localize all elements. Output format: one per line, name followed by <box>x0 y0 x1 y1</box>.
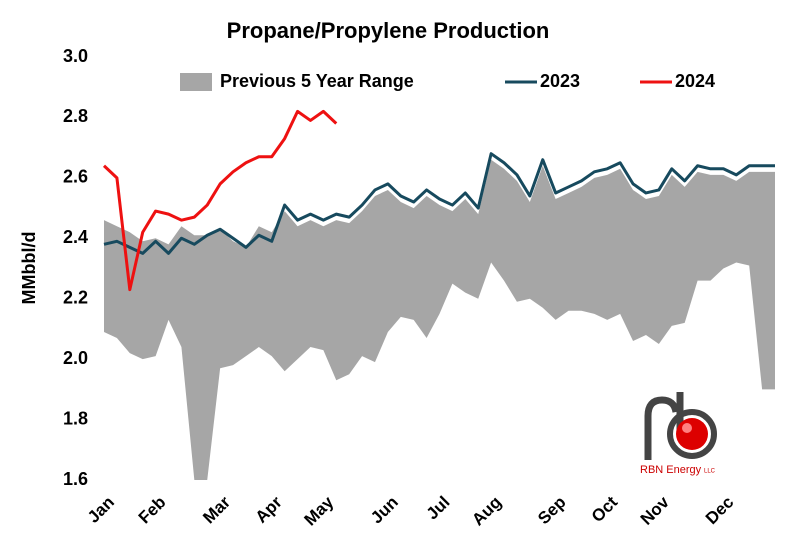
logo-ball <box>676 418 708 450</box>
x-tick-label: May <box>301 492 338 529</box>
logo-text: RBN Energy <box>640 464 702 476</box>
line <box>102 109 338 292</box>
y-tick-label: 2.8 <box>63 106 88 126</box>
legend-swatch <box>180 73 212 91</box>
legend-label: Previous 5 Year Range <box>220 71 414 91</box>
y-tick-label: 3.0 <box>63 46 88 66</box>
x-tick-label: Dec <box>702 493 737 528</box>
logo: RBN Energy LLC <box>640 392 717 476</box>
y-tick-label: 2.2 <box>63 287 88 307</box>
x-tick-label: Oct <box>588 492 622 526</box>
y-tick-label: 1.6 <box>63 469 88 489</box>
x-tick-label: Mar <box>199 492 234 527</box>
legend-label: 2023 <box>540 71 580 91</box>
legend-label: 2024 <box>675 71 715 91</box>
x-tick-label: Sep <box>534 493 569 528</box>
x-tick-label: Jul <box>423 493 454 524</box>
x-tick-label: Apr <box>252 492 286 526</box>
y-tick-label: 1.8 <box>63 408 88 428</box>
y-axis-label: MMbbl/d <box>19 232 39 305</box>
x-tick-label: Jan <box>84 493 118 527</box>
y-tick-label: 2.6 <box>63 167 88 187</box>
line <box>103 152 775 255</box>
x-tick-label: Jun <box>367 493 402 528</box>
y-tick-label: 2.4 <box>63 227 88 247</box>
x-tick-label: Feb <box>135 493 170 528</box>
logo-suffix: LLC <box>704 469 716 475</box>
x-tick-label: Aug <box>468 493 505 530</box>
x-tick-label: Nov <box>637 492 674 529</box>
chart-title: Propane/Propylene Production <box>227 18 550 43</box>
y-tick-label: 2.0 <box>63 348 88 368</box>
